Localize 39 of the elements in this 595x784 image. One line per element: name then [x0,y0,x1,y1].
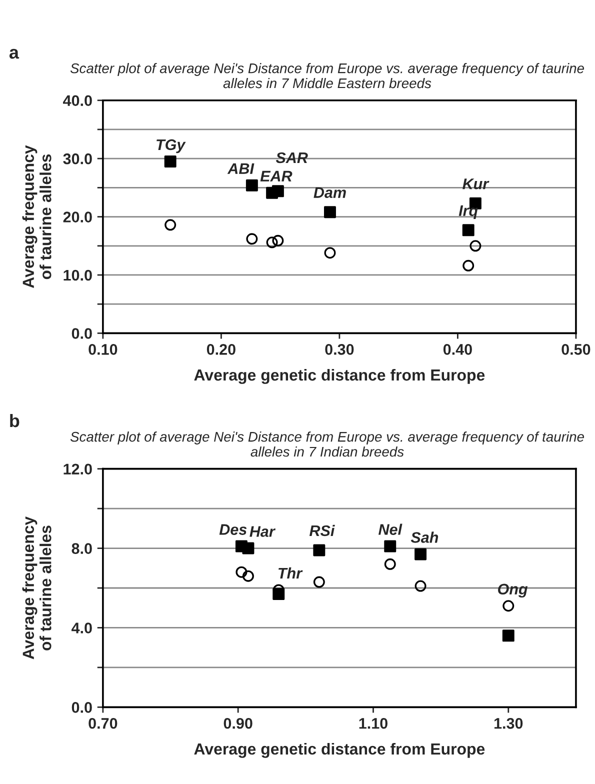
x-tick-label: 0.40 [443,344,472,355]
x-tick-label: 0.20 [206,344,236,355]
y-tick-label: 30.0 [63,153,92,164]
chart-title: Scatter plot of average Nei's Distance from Europe vs. average frequency of taurine alleles in 7 Middle Eastern breeds [70,63,584,88]
y-axis-title: Average frequency of taurine alleles [22,516,52,660]
y-tick-label: 40.0 [63,95,92,106]
x-axis-title: Average genetic distance from Europe [194,368,485,384]
text: a [9,48,20,59]
annotation: Dam [314,187,346,198]
y-tick-label: 0.0 [72,702,92,713]
y-tick-label: 12.0 [64,464,92,475]
y-tick-label: 10.0 [64,270,92,281]
x-tick-label: 0.10 [88,344,118,355]
y-tick-label: 0.0 [72,328,92,339]
annotation: Ong [498,584,528,598]
annotation: SAR [276,152,308,164]
annotation: EAR [260,170,292,182]
annotation: Nel [378,524,402,535]
annotation: Des [219,524,247,535]
y-axis-title: Average frequency of taurine alleles [22,145,52,288]
annotation: Thr [278,567,303,578]
y-tick-label: 8.0 [72,543,92,554]
x-tick-label: 0.70 [88,718,118,729]
annotation: Sah [410,532,438,543]
annotation: ABI [227,163,254,174]
x-axis-title: Average genetic distance from Europe [194,742,485,758]
text: b [10,414,20,428]
x-tick-label: 0.50 [562,344,590,355]
annotation: RSi [309,524,335,536]
annotation: Har [250,526,276,537]
x-tick-label: 0.90 [224,718,252,729]
annotation: Kur [462,178,490,190]
x-tick-label: 1.30 [494,718,523,729]
y-tick-label: 4.0 [72,622,92,634]
y-tick-label: 20.0 [63,212,92,222]
x-tick-label: 0.30 [325,344,354,355]
annotation: TGy [156,139,186,154]
x-tick-label: 1.10 [359,718,388,729]
chart-title: Scatter plot of average Nei's Distance from Europe vs. average frequency of taurine alleles in 7 Indian breeds [70,432,584,457]
